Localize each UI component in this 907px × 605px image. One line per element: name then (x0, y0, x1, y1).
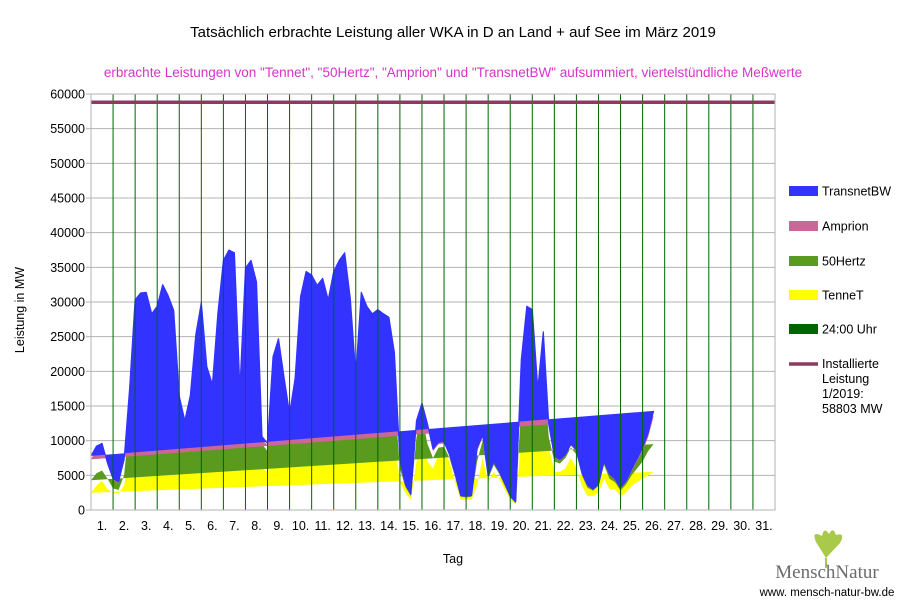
x-tick-label: 28. (689, 519, 706, 533)
legend-label-transnetbw: TransnetBW (822, 185, 891, 199)
x-tick-label: 3. (141, 519, 151, 533)
chart-subtitle: erbrachte Leistungen von "Tennet", "50He… (104, 65, 802, 80)
x-tick-label: 27. (667, 519, 684, 533)
x-tick-label: 26. (645, 519, 662, 533)
y-tick-label: 30000 (50, 296, 85, 310)
x-tick-label: 19. (490, 519, 507, 533)
legend-swatch-fiftyhertz (789, 256, 818, 266)
x-tick-label: 11. (314, 519, 330, 533)
legend-swatch-amprion (789, 221, 818, 231)
ginkgo-leaf-icon (814, 530, 843, 568)
x-axis-label: Tag (443, 552, 463, 566)
x-tick-label: 20. (513, 519, 530, 533)
legend-label-installed-line: Leistung (822, 372, 869, 386)
area-transnetbw (90, 249, 655, 503)
x-tick-label: 4. (163, 519, 173, 533)
y-tick-label: 25000 (50, 330, 85, 344)
y-tick-label: 55000 (50, 122, 85, 136)
legend-label-fiftyhertz: 50Hertz (822, 255, 866, 269)
x-tick-label: 22. (557, 519, 574, 533)
x-tick-label: 5. (185, 519, 195, 533)
x-tick-label: 31. (755, 519, 772, 533)
x-tick-label: 15. (402, 519, 419, 533)
x-tick-label: 21. (535, 519, 552, 533)
y-tick-label: 50000 (50, 157, 85, 171)
y-tick-label: 5000 (57, 469, 85, 483)
x-tick-label: 13. (358, 519, 375, 533)
x-tick-label: 17. (446, 519, 463, 533)
y-tick-label: 45000 (50, 192, 85, 206)
x-axis-ticks: 1. 2. 3. 4. 5. 6. 7. 8. 9. 10. 11. 12. 13. 14. 15. 16. 1… (97, 519, 773, 533)
y-tick-label: 35000 (50, 261, 85, 275)
x-tick-label: 18. (468, 519, 485, 533)
midnight-lines (112, 94, 754, 510)
x-tick-label: 9. (273, 519, 283, 533)
legend-label-amprion: Amprion (822, 220, 869, 234)
x-tick-label: 6. (207, 519, 217, 533)
legend-label-midnight: 24:00 Uhr (822, 323, 877, 337)
x-tick-label: 24. (601, 519, 618, 533)
x-tick-label: 16. (424, 519, 441, 533)
x-tick-label: 8. (251, 519, 261, 533)
x-tick-label: 7. (229, 519, 239, 533)
chart-title: Tatsächlich erbrachte Leistung aller WKA… (190, 24, 716, 41)
x-tick-label: 2. (119, 519, 129, 533)
x-tick-label: 12. (336, 519, 353, 533)
y-axis-label: Leistung in MW (13, 267, 27, 353)
x-tick-label: 25. (623, 519, 640, 533)
legend: TransnetBW Amprion 50Hertz TenneT 24:00 Uhr I… (789, 185, 891, 416)
y-tick-label: 10000 (50, 434, 85, 448)
legend-swatch-tennet (789, 290, 818, 300)
legend-swatch-midnight (789, 324, 818, 334)
x-tick-label: 14. (380, 519, 397, 533)
legend-swatch-transnetbw (789, 186, 818, 196)
y-tick-label: 60000 (50, 88, 85, 102)
y-tick-label: 20000 (50, 365, 85, 379)
legend-label-installed-line: 1/2019: (822, 387, 864, 401)
y-tick-label: 15000 (50, 400, 85, 414)
y-tick-label: 40000 (50, 226, 85, 240)
logo-text: MenschNatur (775, 562, 879, 583)
x-tick-label: 30. (733, 519, 750, 533)
legend-label-installed-line: Installierte (822, 357, 879, 371)
y-axis-ticks: 0 5000 10000 15000 20000 25000 30000 35000 40000… (50, 88, 91, 518)
x-tick-label: 1. (97, 519, 107, 533)
x-tick-label: 23. (579, 519, 596, 533)
stacked-areas (90, 249, 655, 505)
branding: MenschNatur www. mensch-natur-bw.de (759, 530, 895, 599)
y-tick-label: 0 (78, 504, 85, 518)
x-tick-label: 29. (711, 519, 728, 533)
legend-label-installed-line: 58803 MW (822, 402, 883, 416)
x-tick-label: 10. (292, 519, 309, 533)
legend-label-tennet: TenneT (822, 289, 864, 303)
website-url: www. mensch-natur-bw.de (759, 587, 895, 599)
